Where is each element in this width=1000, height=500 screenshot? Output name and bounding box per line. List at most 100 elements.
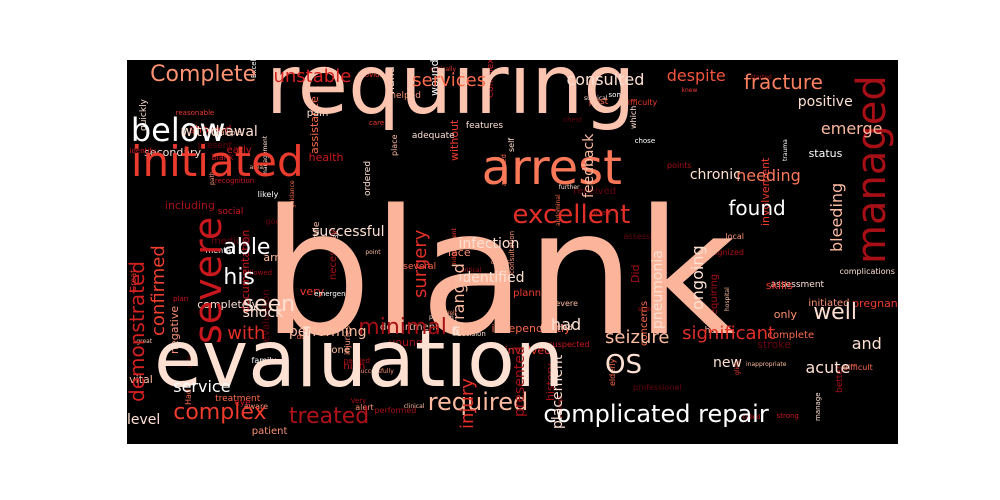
word-cloud-word: emerge	[820, 119, 883, 139]
word-cloud-word: managed	[848, 74, 895, 264]
word-cloud-small-word: complications	[839, 267, 895, 277]
word-cloud-small-word: patient	[251, 426, 288, 438]
word-cloud-small-word: aware	[243, 402, 269, 412]
word-cloud-word: withdrawal	[180, 124, 258, 141]
word-cloud-small-word: done	[325, 345, 350, 357]
word-cloud-word: bleeding	[826, 182, 846, 252]
word-cloud-small-word: severe	[551, 299, 578, 309]
word-cloud-word: chronic	[689, 166, 741, 183]
word-cloud-word: significant	[682, 322, 776, 344]
word-cloud-small-word: medical	[210, 235, 251, 247]
word-cloud-word: and	[851, 334, 882, 354]
word-cloud-small-word: knew	[681, 87, 698, 95]
word-cloud-small-word: Well	[443, 310, 457, 318]
word-cloud-word: initiated	[130, 136, 304, 186]
word-cloud-word: level	[127, 412, 161, 429]
word-cloud-small-word: provided	[357, 70, 389, 79]
word-cloud-word: acute	[805, 357, 851, 377]
word-cloud-small-word: eye	[234, 398, 251, 409]
word-cloud-small-word: status	[808, 147, 843, 161]
word-cloud-word: presented	[511, 346, 528, 418]
word-cloud-word: seen	[242, 292, 296, 318]
word-cloud-small-word: local	[725, 232, 744, 242]
word-cloud-word: unstable	[273, 65, 352, 87]
word-cloud-small-word: assessment	[770, 280, 825, 291]
word-cloud-word: minimal	[358, 315, 447, 341]
word-cloud-small-word: strong	[776, 412, 799, 421]
word-cloud-word: pneumonia	[650, 250, 667, 329]
word-cloud-word: had	[551, 315, 582, 335]
word-cloud-small-word: manage	[813, 392, 822, 422]
word-cloud-word: needing	[736, 165, 801, 185]
word-cloud-small-word: assessing	[623, 231, 663, 241]
word-cloud-word: required	[427, 388, 529, 417]
word-cloud-small-word: secondary	[144, 146, 202, 160]
word-cloud-word: despite	[666, 65, 726, 85]
word-cloud-small-word: points	[666, 161, 692, 171]
word-cloud-small-word: critically	[430, 65, 457, 73]
word-cloud-word: demonstrated	[127, 260, 149, 402]
word-cloud-small-word: called	[742, 414, 761, 422]
word-cloud-small-word: critical	[461, 266, 482, 274]
word-cloud-small-word: pain	[306, 107, 329, 119]
word-cloud-small-word: involved	[504, 344, 552, 358]
word-cloud-small-word: clinical	[403, 402, 425, 410]
word-cloud-small-word: features	[465, 120, 504, 131]
word-cloud-small-word: suspected	[548, 339, 590, 349]
word-cloud-small-word: great	[136, 338, 153, 345]
word-cloud-small-word: likely	[257, 189, 279, 199]
word-cloud-word: feedback	[580, 133, 597, 199]
word-cloud-small-word: detailed	[539, 323, 573, 333]
word-cloud-small-word: chose	[634, 137, 656, 146]
word-cloud-word: confirmed	[148, 245, 170, 337]
word-cloud-small-word: needed	[343, 356, 370, 365]
word-cloud-small-word: several	[403, 261, 437, 272]
word-cloud-word: infection	[458, 235, 520, 252]
word-cloud-small-word: high	[343, 361, 366, 373]
word-cloud-small-word: health	[308, 151, 344, 165]
word-cloud-small-word: decision	[457, 330, 486, 339]
word-cloud-small-word: further	[558, 183, 580, 191]
word-cloud-word: seizure	[605, 326, 670, 348]
word-cloud-small-word: present	[197, 141, 232, 152]
word-cloud-word: his	[223, 265, 255, 291]
word-cloud-small-word: surgical	[584, 94, 608, 102]
word-cloud-small-word: treatment	[215, 394, 261, 405]
word-cloud-small-word: Very	[350, 397, 367, 406]
word-cloud-word: consulted	[566, 69, 645, 89]
word-cloud-word: complicated repair	[543, 399, 769, 428]
word-cloud-word: OS	[605, 349, 642, 380]
word-cloud-small-word: post	[588, 96, 609, 107]
word-cloud-small-word: point	[365, 249, 381, 257]
word-cloud-word: services	[412, 69, 487, 91]
word-cloud-small-word: mental	[205, 245, 234, 255]
word-cloud-small-word: acted	[591, 208, 611, 217]
word-cloud-word: arranged	[448, 263, 468, 337]
word-cloud-word: below	[130, 110, 226, 149]
word-cloud-small-word: inappropriate	[746, 360, 787, 368]
word-cloud-word: shock	[242, 304, 284, 321]
word-cloud-small-word: blank	[211, 152, 234, 162]
word-cloud-word: with	[227, 322, 266, 344]
word-cloud: blank assessment some followed manage good pat…	[127, 60, 898, 444]
word-cloud-small-word: adequate	[411, 130, 455, 141]
word-cloud-small-word: lace	[448, 245, 471, 259]
word-cloud-small-word: early	[226, 145, 252, 157]
word-cloud-small-word: difficulty	[622, 97, 658, 107]
word-cloud-word: new	[712, 354, 742, 371]
word-cloud-small-word: social	[217, 206, 244, 217]
word-cloud-small-word: initiated	[808, 297, 850, 309]
word-cloud-small-word: vital	[129, 373, 153, 387]
word-cloud-word: blank	[261, 171, 736, 374]
word-cloud-word: placement	[550, 354, 567, 429]
word-cloud-word: treated	[288, 403, 370, 429]
word-cloud-small-word: family	[251, 356, 277, 366]
word-cloud-word: surgery	[410, 229, 432, 299]
word-cloud-small-word: skills	[765, 279, 793, 293]
word-cloud-small-word: successfully	[357, 368, 394, 376]
word-cloud-small-word: followed	[242, 269, 273, 278]
word-cloud-word: requiring	[265, 60, 636, 133]
word-cloud-word: able	[223, 234, 271, 260]
word-cloud-word: ongoing	[687, 244, 707, 310]
word-cloud-small-word: stroke	[757, 338, 791, 352]
